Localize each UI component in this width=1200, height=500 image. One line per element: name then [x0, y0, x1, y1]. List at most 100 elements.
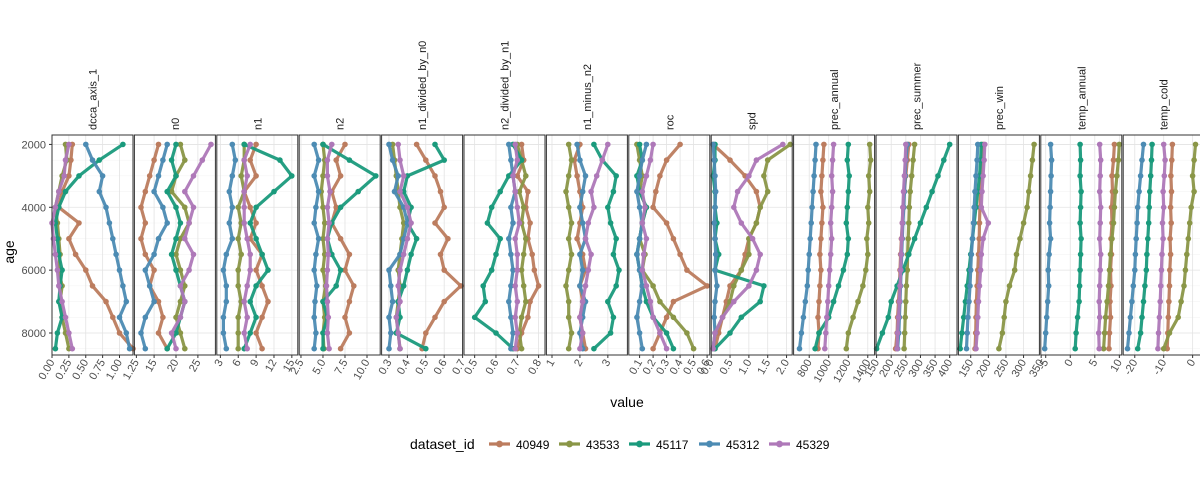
- data-point-40949: [670, 298, 677, 305]
- data-point-45329: [639, 220, 646, 226]
- data-point-45117: [253, 204, 259, 211]
- data-point-43533: [235, 235, 241, 242]
- data-point-45312: [579, 267, 586, 273]
- data-point-45117: [946, 141, 953, 148]
- data-point-40949: [820, 204, 826, 211]
- data-point-45117: [1149, 141, 1155, 148]
- legend-label: 40949: [516, 438, 550, 452]
- data-point-40949: [151, 267, 157, 273]
- data-point-45117: [173, 267, 179, 273]
- data-point-45312: [142, 314, 149, 321]
- data-point-40949: [142, 251, 149, 258]
- data-point-43533: [520, 283, 527, 289]
- data-point-45312: [967, 267, 974, 273]
- data-point-45117: [271, 188, 277, 195]
- data-point-45312: [160, 157, 166, 163]
- data-point-45329: [324, 173, 331, 179]
- data-point-40949: [337, 235, 344, 242]
- data-point-40949: [253, 220, 259, 226]
- data-point-40949: [265, 298, 271, 305]
- facet-label: roc: [664, 114, 676, 130]
- data-point-40949: [1109, 173, 1115, 179]
- data-point-43533: [690, 345, 697, 352]
- data-point-45312: [807, 235, 813, 242]
- data-point-45312: [811, 173, 817, 179]
- data-point-45329: [605, 141, 611, 148]
- data-point-45312: [1043, 314, 1050, 321]
- data-point-45312: [963, 345, 970, 352]
- data-point-43533: [1191, 188, 1197, 195]
- data-point-43533: [177, 235, 184, 242]
- data-point-45329: [1158, 283, 1164, 289]
- data-point-45117: [1146, 204, 1152, 211]
- data-point-45329: [56, 283, 62, 289]
- data-point-45329: [182, 298, 188, 305]
- data-point-45329: [731, 298, 737, 305]
- data-point-40949: [253, 141, 259, 148]
- data-point-45117: [636, 141, 643, 148]
- facet-label: n2_divided_by_n1: [500, 41, 512, 130]
- data-point-43533: [761, 173, 767, 179]
- data-point-45312: [126, 345, 133, 352]
- data-point-40949: [525, 188, 531, 195]
- data-point-40949: [653, 188, 659, 195]
- data-point-43533: [177, 141, 184, 148]
- legend-label: 43533: [586, 438, 620, 452]
- data-point-40949: [253, 173, 259, 179]
- data-point-45329: [822, 345, 828, 352]
- data-point-45329: [830, 141, 837, 148]
- data-point-45117: [62, 188, 69, 195]
- x-tick-label: 0.00: [36, 358, 57, 383]
- data-point-45329: [647, 298, 654, 305]
- data-point-45312: [1137, 173, 1144, 179]
- data-point-45312: [1134, 220, 1140, 226]
- x-tick-label: 200: [974, 358, 994, 380]
- data-point-40949: [155, 141, 162, 148]
- panel-frame: [793, 134, 876, 356]
- data-point-40949: [663, 314, 670, 321]
- data-point-40949: [333, 204, 340, 211]
- data-point-43533: [523, 298, 529, 305]
- data-point-45312: [712, 267, 718, 273]
- data-point-40949: [247, 204, 253, 211]
- data-point-45117: [607, 330, 614, 336]
- data-point-45312: [636, 173, 643, 179]
- data-point-45329: [643, 173, 650, 179]
- data-point-43533: [1184, 251, 1190, 258]
- data-point-45117: [54, 330, 61, 336]
- data-point-45117: [497, 188, 504, 195]
- data-point-45312: [809, 204, 815, 211]
- data-point-45117: [400, 283, 407, 289]
- data-point-45312: [311, 173, 318, 179]
- x-tick-label: 400: [936, 358, 956, 380]
- data-point-40949: [1168, 188, 1175, 195]
- data-point-45329: [514, 251, 521, 258]
- data-point-43533: [1105, 283, 1112, 289]
- data-point-43533: [901, 330, 908, 336]
- data-point-45117: [120, 141, 126, 148]
- data-point-45312: [579, 188, 586, 195]
- data-point-45117: [844, 251, 851, 258]
- data-point-45329: [1159, 220, 1166, 226]
- data-point-40949: [1106, 330, 1113, 336]
- data-point-45312: [1047, 188, 1054, 195]
- data-point-45329: [199, 157, 206, 163]
- data-point-45117: [497, 235, 504, 242]
- data-point-43533: [1100, 345, 1107, 352]
- data-point-45312: [969, 235, 976, 242]
- data-point-45117: [337, 267, 344, 273]
- data-point-45329: [324, 235, 331, 242]
- data-point-45329: [395, 141, 402, 148]
- data-point-40949: [531, 267, 538, 273]
- data-point-45117: [173, 204, 179, 211]
- data-point-40949: [527, 298, 533, 305]
- data-point-45312: [1047, 204, 1053, 211]
- data-point-43533: [903, 298, 909, 305]
- y-tick-label: 8000: [22, 328, 46, 340]
- data-point-45312: [313, 204, 319, 211]
- data-point-45312: [142, 267, 149, 273]
- data-point-43533: [1181, 283, 1187, 289]
- data-point-40949: [66, 235, 72, 242]
- data-point-45312: [220, 314, 227, 321]
- data-point-45312: [508, 251, 514, 258]
